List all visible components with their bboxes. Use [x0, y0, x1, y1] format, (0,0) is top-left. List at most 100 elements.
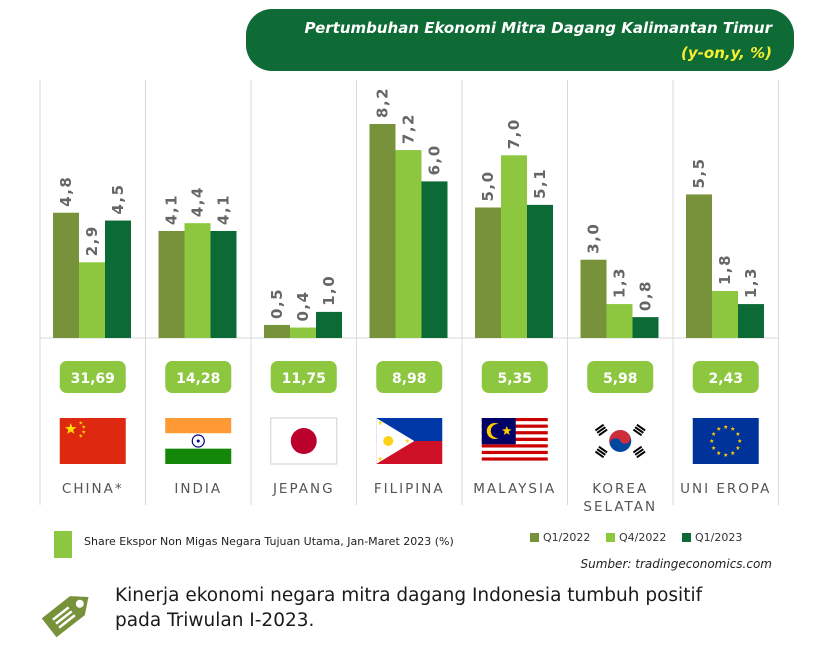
flag-taeguk-red	[609, 430, 631, 447]
flag-trigram-bar	[632, 428, 643, 437]
flag-star	[78, 421, 83, 425]
flag-trigram-bar	[598, 428, 608, 437]
flag-star	[377, 456, 383, 461]
flag-trigram-bar	[634, 448, 644, 456]
data-label-q1-2022: 3,0	[585, 223, 603, 254]
flag-trigram-bar	[594, 450, 605, 459]
share-legend-swatch	[54, 531, 72, 558]
flag-triangle	[376, 418, 415, 464]
bar-q1-2023	[316, 311, 342, 338]
flag-star	[81, 430, 86, 434]
flag-star	[723, 452, 728, 457]
bar-q1-2022	[475, 207, 501, 338]
share-badge	[59, 361, 126, 393]
flag-stripe	[481, 454, 548, 458]
bar-q4-2022	[395, 150, 422, 338]
data-label-q4-2022: 4,4	[189, 186, 207, 217]
bar-q1-2023	[527, 204, 553, 338]
category-label: FILIPINA	[374, 481, 445, 497]
flag-stripe	[481, 450, 548, 455]
data-label-q4-2022: 0,4	[294, 290, 312, 321]
bar-q1-2023	[632, 317, 659, 338]
flag-stripe	[481, 444, 548, 448]
data-label-q1-2022: 4,1	[163, 194, 181, 225]
share-badge	[587, 361, 654, 393]
legend-label-q1-2022: Q1/2022	[543, 531, 591, 544]
share-badge	[376, 361, 443, 393]
bar-q1-2022	[686, 194, 712, 338]
chart-subtitle: (y-on,y, %)	[681, 44, 772, 62]
share-badge	[692, 361, 759, 393]
flag-star	[65, 423, 77, 434]
data-label-q1-2022: 0,5	[268, 288, 286, 319]
flag-wheel-hub	[196, 439, 200, 443]
share-badge	[165, 361, 232, 393]
bar-q4-2022	[79, 262, 105, 338]
flag-star	[502, 426, 512, 435]
share-value: 5,98	[603, 371, 638, 387]
legend-swatch-q1-2022	[530, 533, 539, 542]
category-label: KOREA	[592, 481, 648, 497]
flag-trigram-bar	[634, 426, 644, 434]
bar-chart: 4,8 2,9 4,5 31,69 CHINA* 4,1 4,4 4,1 14,28 INDIA 0…	[39, 80, 779, 515]
data-label-q1-2023: 4,5	[109, 183, 127, 214]
bar-q1-2022	[158, 230, 185, 338]
flag-star	[716, 450, 721, 455]
flag-stripe	[481, 457, 548, 461]
flag-star	[81, 425, 86, 429]
data-label-q4-2022: 1,8	[716, 254, 734, 285]
legend-item-q4-2022: Q4/2022	[606, 531, 666, 544]
bar-q1-2022	[53, 212, 79, 338]
flag-trigram-bar	[596, 426, 606, 434]
category-label: CHINA*	[62, 481, 124, 497]
flag-star	[737, 438, 742, 443]
footer-line-1: Kinerja ekonomi negara mitra dagang Indo…	[115, 585, 703, 606]
flag-trigram-bar	[636, 450, 646, 459]
flag-star	[730, 450, 735, 455]
flag-stripe	[481, 447, 548, 451]
price-tag-icon	[41, 596, 89, 638]
flag-star	[711, 431, 716, 436]
legend-label-q4-2022: Q4/2022	[619, 531, 667, 544]
legend-item-q1-2022: Q1/2022	[530, 531, 590, 544]
category-label: UNI EROPA	[680, 481, 771, 497]
bar-q4-2022	[184, 223, 211, 338]
footer-statement: Kinerja ekonomi negara mitra dagang Indo…	[115, 583, 755, 633]
legend-label-q1-2023: Q1/2023	[695, 531, 743, 544]
bar-q4-2022	[712, 291, 738, 338]
flag-star	[735, 445, 741, 450]
share-value: 2,43	[708, 371, 743, 387]
flag-star	[377, 420, 383, 425]
legend-swatch-q4-2022	[606, 533, 615, 542]
flag-star	[723, 424, 728, 429]
share-badge	[481, 361, 548, 393]
flag-star	[404, 438, 410, 443]
data-label-q1-2023: 5,1	[531, 168, 549, 199]
flag-trigram-bar	[632, 445, 643, 454]
flag-wheel	[191, 434, 205, 448]
flag-star	[730, 426, 735, 431]
bar-q1-2022	[264, 324, 290, 338]
flag-crescent-cut	[490, 424, 505, 438]
flag-star	[711, 445, 716, 450]
data-label-q1-2022: 5,5	[690, 157, 708, 188]
bar-q1-2022	[580, 259, 607, 338]
data-label-q1-2023: 1,0	[320, 275, 338, 306]
footer-line-2: pada Triwulan I-2023.	[115, 610, 315, 631]
flag-sun	[290, 428, 317, 454]
flag-trigram-bar	[598, 445, 608, 454]
flag-star	[709, 438, 714, 443]
share-value: 31,69	[71, 371, 115, 387]
data-label-q1-2023: 4,1	[215, 194, 233, 225]
flag-trigram-bar	[596, 448, 606, 456]
data-label-q1-2022: 4,8	[57, 176, 75, 207]
flag-sun	[383, 436, 394, 446]
bar-q4-2022	[290, 327, 316, 338]
data-label-q1-2023: 0,8	[637, 280, 655, 311]
data-label-q1-2023: 6,0	[426, 144, 444, 175]
legend-swatch-q1-2023	[682, 533, 691, 542]
bar-q1-2023	[738, 304, 764, 338]
flag-trigram-bar	[636, 423, 646, 432]
share-value: 11,75	[282, 371, 326, 387]
china-flag	[59, 418, 126, 464]
